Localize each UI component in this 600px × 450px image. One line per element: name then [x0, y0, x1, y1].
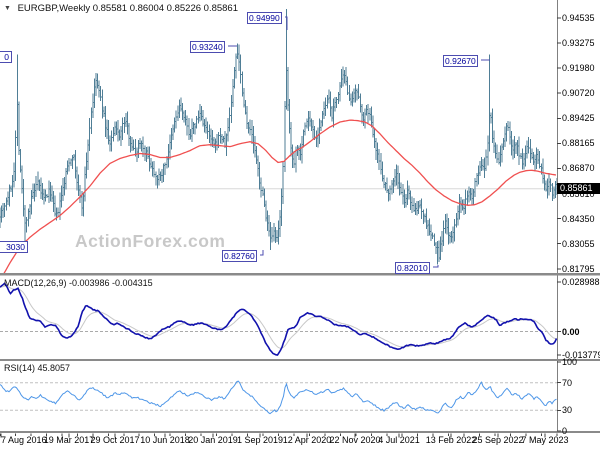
price-axis-label: 0.91980 — [562, 63, 595, 74]
time-axis-label: 4 Jul 2021 — [378, 435, 420, 445]
time-axis-label: 20 Jan 2019 — [188, 435, 238, 445]
rsi-axis-label: 100 — [562, 357, 578, 367]
price-axis-label: 0.83055 — [562, 238, 595, 249]
price-axis-label: 0.94535 — [562, 13, 595, 23]
macd-axis-label: 0.028988 — [562, 277, 600, 288]
macd-indicator-label: MACD(12,26,9) -0.003986 -0.004315 — [4, 278, 153, 288]
symbol-quote-bar: ▼ EURGBP,Weekly 0.85581 0.86004 0.85226 … — [4, 3, 238, 14]
price-axis-label: 0.93275 — [562, 38, 595, 49]
macd-axis-label: 0.00 — [562, 326, 580, 337]
time-axis-label: 22 Nov 2020 — [329, 435, 381, 445]
price-callout-label: 0.94990 — [247, 12, 282, 24]
time-axis-label: 7 May 2023 — [521, 435, 569, 445]
macd-axis-label: -0.013779 — [562, 350, 600, 361]
time-axis-label: 19 Mar 2017 — [43, 435, 95, 445]
price-axis-label: 0.88165 — [562, 138, 595, 149]
current-price-tag: 0.85861 — [557, 183, 600, 194]
rsi-panel[interactable] — [0, 361, 557, 431]
price-callout-label: 0.82760 — [222, 250, 257, 262]
price-axis-label: 0.86870 — [562, 163, 595, 174]
time-axis-label: 12 Apr 2020 — [282, 435, 332, 445]
symbol-quote-text: EURGBP,Weekly 0.85581 0.86004 0.85226 0.… — [17, 3, 239, 14]
rsi-axis-label: 70 — [562, 377, 573, 388]
rsi-indicator-label: RSI(14) 45.8057 — [4, 363, 71, 373]
moving-average-line — [3, 119, 557, 273]
time-axis-label: 1 Sep 2019 — [236, 435, 284, 445]
time-axis-label: 10 Jun 2018 — [140, 435, 190, 445]
time-axis-label: 7 Aug 2016 — [1, 435, 47, 445]
time-axis-label: 13 Feb 2022 — [425, 435, 477, 445]
time-axis-label: 29 Oct 2017 — [90, 435, 140, 445]
price-callout-label-clipped: 0 — [0, 51, 12, 63]
macd-panel[interactable] — [0, 276, 557, 359]
price-callout-label: 0.92670 — [443, 55, 478, 67]
time-axis-label: 25 Sep 2022 — [472, 435, 524, 445]
price-callout-label: 0.93240 — [190, 41, 225, 53]
rsi-line — [0, 380, 557, 415]
price-axis-label: 0.90720 — [562, 88, 595, 99]
ohlc-bars — [0, 9, 557, 265]
panel-separator — [0, 431, 600, 433]
price-axis-label: 0.84350 — [562, 213, 595, 224]
price-axis-label: 0.81795 — [562, 263, 595, 274]
rsi-axis-label: 30 — [562, 405, 573, 416]
price-callout-label: 0.82010 — [395, 262, 430, 274]
price-axis-label: 0.89425 — [562, 113, 595, 124]
watermark: ActionForex.com — [75, 231, 226, 251]
macd-main-line — [0, 282, 557, 356]
price-chart-panel[interactable] — [0, 0, 557, 273]
price-callout-label-clipped: 3030 — [0, 241, 28, 253]
macd-signal-line — [0, 285, 557, 349]
symbol-dropdown-icon[interactable]: ▼ — [4, 5, 11, 12]
